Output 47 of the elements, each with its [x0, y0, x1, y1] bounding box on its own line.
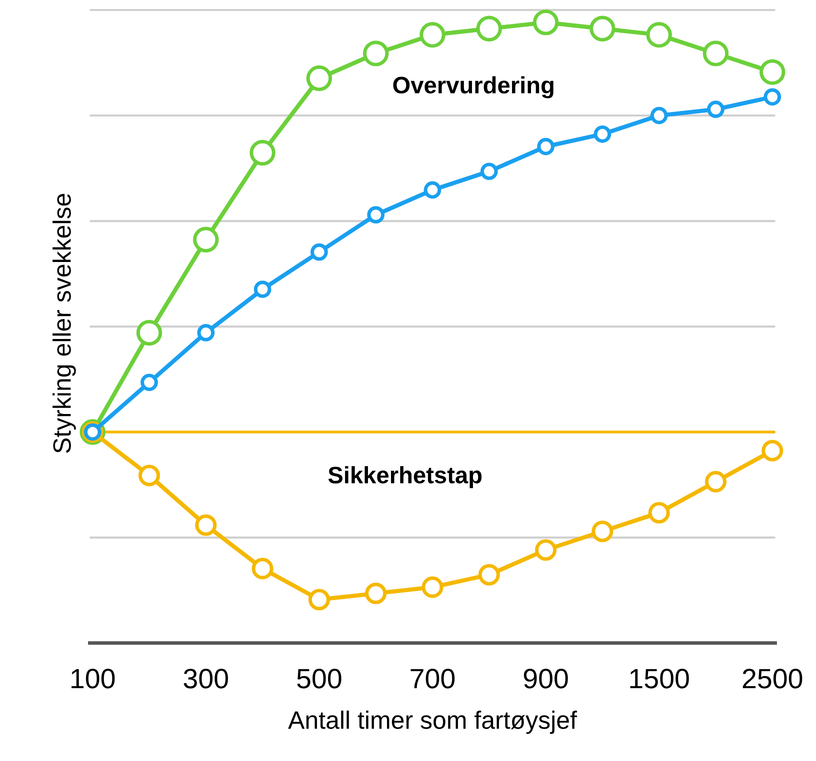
point [193, 226, 219, 252]
point [760, 59, 786, 85]
annotation: Overvurdering [393, 76, 554, 98]
point [592, 520, 614, 542]
point [590, 16, 616, 42]
point [702, 40, 729, 66]
point [420, 22, 446, 48]
point [252, 558, 274, 580]
x-tick-label: 2500 [742, 668, 802, 688]
point [704, 470, 726, 492]
point [707, 100, 724, 118]
point [306, 65, 332, 92]
annotation: Sikkerhetstap [328, 466, 482, 488]
point [140, 374, 158, 392]
point [254, 280, 272, 298]
point [250, 140, 276, 166]
x-tick-label: 500 [297, 668, 342, 688]
y-axis-title: Styrking eller svekkelse [52, 194, 76, 453]
x-tick-label: 100 [72, 668, 115, 688]
point [532, 10, 559, 36]
x-tick-label: 900 [524, 668, 568, 688]
point [646, 22, 672, 48]
point [535, 539, 557, 561]
point [367, 206, 385, 224]
x-axis-title: Antall timer som fartøysjef [288, 710, 577, 734]
point [648, 502, 670, 524]
x-tick-label: 300 [184, 668, 228, 688]
x-tick-label: 1500 [630, 668, 689, 688]
point [764, 88, 782, 106]
point [308, 588, 330, 610]
x-tick-label: 700 [410, 668, 455, 688]
point [138, 464, 160, 486]
point [594, 125, 612, 143]
point [362, 40, 389, 66]
point [762, 440, 784, 462]
point [136, 320, 162, 346]
point [537, 138, 554, 156]
point [195, 514, 217, 536]
point [650, 106, 668, 124]
point [424, 181, 442, 199]
point [310, 243, 328, 261]
point [478, 564, 500, 586]
point [422, 576, 444, 598]
point [197, 324, 215, 342]
point [365, 582, 387, 604]
point [476, 16, 502, 42]
point [480, 162, 498, 180]
